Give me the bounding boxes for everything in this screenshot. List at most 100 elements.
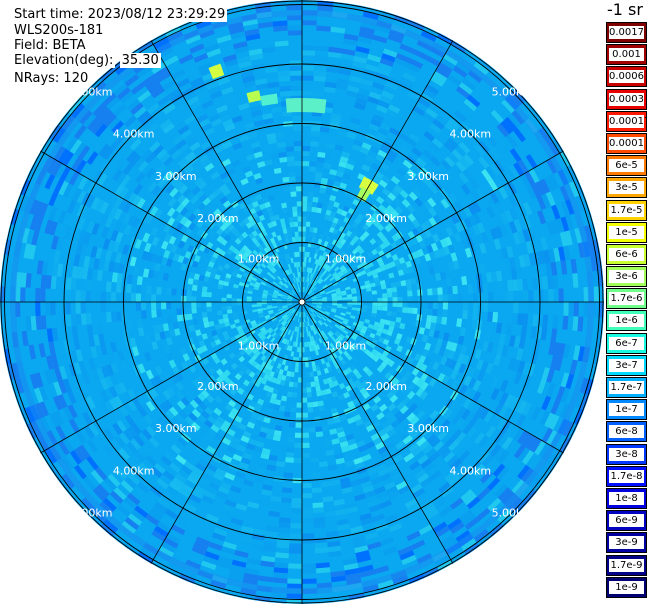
range-gate-cell	[219, 171, 230, 180]
range-gate-cell	[379, 383, 388, 392]
range-gate-cell	[244, 257, 252, 264]
range-gate-cell	[422, 308, 428, 316]
range-gate-cell	[573, 179, 584, 196]
range-ring-label: 2.00km	[197, 212, 239, 225]
range-gate-cell	[229, 278, 235, 284]
range-gate-cell	[289, 307, 294, 311]
range-gate-cell	[208, 374, 216, 383]
range-gate-cell	[296, 287, 299, 293]
range-gate-cell	[145, 513, 160, 526]
range-gate-cell	[372, 302, 378, 306]
range-gate-cell	[451, 428, 463, 441]
range-gate-cell	[462, 310, 468, 320]
range-gate-cell	[466, 426, 478, 439]
range-gate-cell	[562, 420, 574, 437]
range-gate-cell	[389, 261, 396, 268]
range-gate-cell	[330, 118, 341, 125]
range-gate-cell	[330, 222, 337, 229]
range-gate-cell	[88, 511, 104, 527]
range-gate-cell	[489, 444, 502, 458]
range-gate-cell	[436, 32, 453, 45]
range-gate-cell	[240, 435, 250, 443]
range-gate-cell	[156, 521, 172, 534]
range-gate-cell	[353, 55, 368, 64]
range-gate-cell	[370, 118, 382, 128]
range-gate-cell	[274, 367, 281, 374]
range-gate-cell	[312, 287, 317, 292]
range-gate-cell	[385, 108, 398, 119]
range-gate-cell	[559, 231, 568, 247]
range-gate-cell	[201, 286, 208, 293]
azimuth-spoke	[150, 40, 303, 303]
range-gate-cell	[354, 102, 366, 111]
range-gate-cell	[377, 326, 384, 333]
range-gate-cell	[56, 263, 64, 277]
range-gate-cell	[283, 411, 291, 418]
range-gate-cell	[351, 409, 360, 417]
range-gate-cell	[141, 285, 147, 294]
range-gate-cell	[46, 328, 54, 343]
range-gate-cell	[382, 306, 388, 311]
range-gate-cell	[131, 195, 142, 207]
range-gate-cell	[288, 216, 294, 223]
range-gate-cell	[562, 167, 574, 184]
range-gate-cell	[352, 228, 360, 236]
range-gate-cell	[336, 518, 350, 526]
range-gate-cell	[462, 302, 469, 311]
range-gate-cell	[265, 283, 271, 288]
range-gate-cell	[257, 462, 268, 470]
range-gate-cell	[311, 297, 317, 300]
range-gate-cell	[322, 341, 328, 347]
range-gate-cell	[52, 127, 66, 144]
range-gate-cell	[271, 254, 277, 260]
range-gate-cell	[312, 401, 319, 408]
range-gate-cell	[332, 298, 338, 301]
range-gate-cell	[238, 102, 250, 111]
range-gate-cell	[359, 146, 370, 155]
range-gate-cell	[312, 232, 317, 238]
range-gate-cell	[320, 261, 325, 268]
range-gate-cell	[113, 196, 124, 209]
range-gate-cell	[438, 481, 451, 494]
range-gate-cell	[380, 235, 388, 243]
range-gate-cell	[15, 302, 21, 318]
range-gate-cell	[201, 158, 212, 168]
range-gate-cell	[219, 196, 229, 205]
range-gate-cell	[281, 313, 287, 318]
range-gate-cell	[283, 365, 289, 371]
range-gate-cell	[177, 255, 185, 264]
range-gate-cell	[490, 109, 504, 124]
range-gate-cell	[270, 261, 276, 267]
range-gate-cell	[282, 482, 293, 488]
range-gate-cell	[219, 411, 228, 421]
range-gate-cell	[274, 288, 280, 292]
range-gate-cell	[355, 549, 370, 559]
range-gate-cell	[302, 161, 310, 167]
range-gate-cell	[230, 188, 240, 197]
range-gate-cell	[209, 90, 223, 100]
range-gate-cell	[278, 358, 284, 365]
range-gate-cell	[345, 311, 352, 316]
range-gate-cell	[191, 434, 202, 445]
range-gate-cell	[324, 86, 336, 94]
range-gate-cell	[329, 342, 335, 349]
range-gate-cell	[205, 201, 215, 210]
range-gate-cell	[339, 324, 346, 330]
range-gate-cell	[33, 200, 44, 217]
range-gate-cell	[297, 211, 302, 217]
range-gate-cell	[40, 315, 47, 330]
range-gate-cell	[254, 240, 261, 248]
range-gate-cell	[238, 134, 250, 143]
range-gate-cell	[499, 224, 508, 237]
range-gate-cell	[327, 344, 333, 350]
range-gate-cell	[405, 260, 413, 268]
range-gate-cell	[406, 412, 416, 422]
range-gate-cell	[186, 295, 192, 302]
range-gate-cell	[342, 297, 348, 300]
range-gate-cell	[256, 398, 265, 406]
range-gate-cell	[122, 162, 134, 175]
range-gate-cell	[317, 302, 323, 305]
range-gate-cell	[360, 21, 377, 30]
range-gate-cell	[227, 380, 236, 389]
range-gate-cell	[441, 375, 450, 386]
